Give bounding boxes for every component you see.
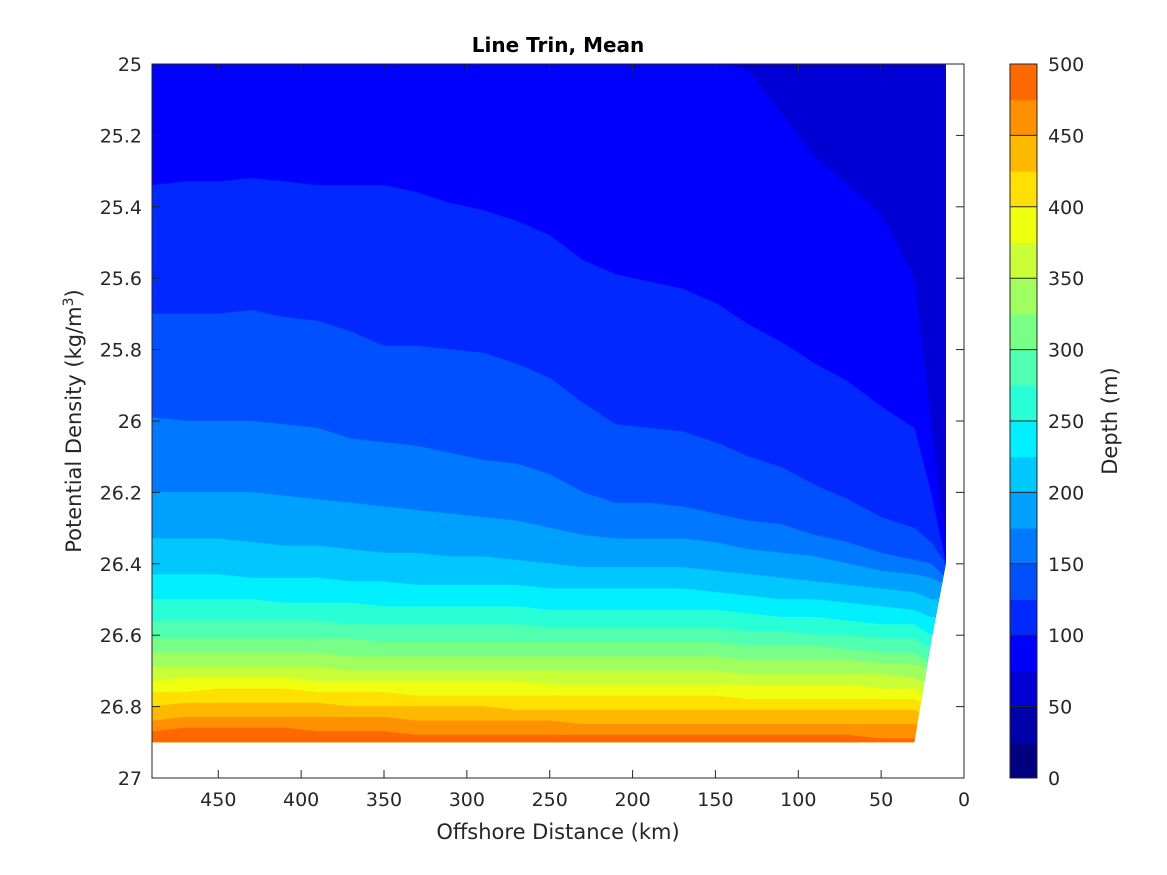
colorbar-segment: [1010, 456, 1037, 493]
colorbar-tick-label: 400: [1048, 197, 1084, 219]
colorbar-tick-label: 250: [1048, 411, 1084, 433]
y-tick-label: 25.2: [100, 125, 142, 147]
colorbar-segment: [1010, 385, 1037, 422]
chart-title: Line Trin, Mean: [472, 33, 645, 57]
colorbar-tick-label: 300: [1048, 340, 1084, 362]
x-tick-label: 0: [958, 789, 970, 811]
colorbar-segment: [1010, 135, 1037, 172]
x-axis-ticks: 450 400 350 300 250 200 150 100 50 0: [200, 64, 970, 811]
colorbar-label: Depth (m): [1098, 367, 1122, 474]
colorbar-segment: [1010, 563, 1037, 600]
x-tick-label: 150: [697, 789, 733, 811]
colorbar-tick-label: 350: [1048, 268, 1084, 290]
y-axis-ticks: 25 25.2 25.4 25.6 25.8 26 26.2 26.4 26.6 26.8 27: [100, 54, 964, 790]
colorbar-segment: [1010, 171, 1037, 208]
colorbar-segment: [1010, 206, 1037, 243]
y-axis-label-superscript: 3: [61, 297, 77, 306]
colorbar-tick-label: 200: [1048, 482, 1084, 504]
colorbar-segment: [1010, 635, 1037, 672]
colorbar-segment: [1010, 99, 1037, 136]
y-tick-label: 25.4: [100, 197, 142, 219]
x-tick-label: 350: [366, 789, 402, 811]
colorbar-segment: [1010, 492, 1037, 529]
y-tick-label: 26.2: [100, 482, 142, 504]
colorbar-segment: [1010, 278, 1037, 315]
colorbar-segment: [1010, 242, 1037, 279]
y-tick-label: 25.8: [100, 340, 142, 362]
y-tick-label: 26.4: [100, 554, 142, 576]
x-tick-label: 200: [614, 789, 650, 811]
x-tick-label: 50: [869, 789, 893, 811]
colorbar-tick-label: 100: [1048, 625, 1084, 647]
y-tick-label: 27: [118, 768, 142, 790]
colorbar-segment: [1010, 670, 1037, 708]
colorbar-segment: [1010, 742, 1037, 779]
x-tick-label: 450: [200, 789, 236, 811]
y-tick-label: 25: [118, 54, 142, 76]
y-tick-label: 26: [118, 411, 142, 433]
colorbar-tick-label: 50: [1048, 697, 1072, 719]
colorbar-segment: [1010, 528, 1037, 565]
y-axis-label-main: Potential Density (kg/m: [62, 306, 86, 552]
y-tick-label: 25.6: [100, 268, 142, 290]
colorbar: [1010, 64, 1037, 779]
y-tick-label: 26.6: [100, 625, 142, 647]
colorbar-segment: [1010, 64, 1037, 101]
y-tick-label: 26.8: [100, 697, 142, 719]
colorbar-tick-label: 500: [1048, 54, 1084, 76]
x-axis-label: Offshore Distance (km): [436, 820, 679, 844]
x-tick-label: 100: [780, 789, 816, 811]
y-axis-label-close: ): [62, 289, 86, 297]
colorbar-tick-label: 150: [1048, 554, 1084, 576]
colorbar-segment: [1010, 421, 1037, 458]
x-tick-label: 250: [532, 789, 568, 811]
contour-bands: [152, 64, 946, 743]
colorbar-segment: [1010, 313, 1037, 351]
colorbar-segment: [1010, 349, 1037, 386]
x-tick-label: 400: [283, 789, 319, 811]
colorbar-tick-label: 0: [1048, 768, 1060, 790]
y-axis-label: Potential Density (kg/m3): [61, 289, 86, 553]
x-tick-label: 300: [449, 789, 485, 811]
colorbar-segment: [1010, 706, 1037, 743]
colorbar-tick-label: 450: [1048, 125, 1084, 147]
colorbar-ticks: 0 50 100 150 200 250 300 350 400 450 500: [1010, 54, 1084, 790]
colorbar-segment: [1010, 599, 1037, 636]
